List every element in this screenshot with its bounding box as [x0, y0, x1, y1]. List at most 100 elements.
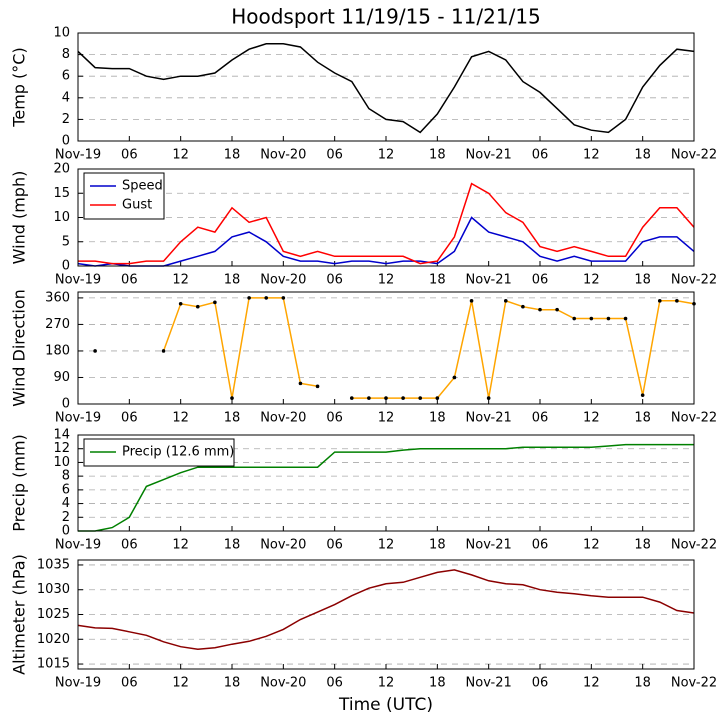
y-tick-label: 6 — [62, 69, 70, 84]
y-tick-label: 1020 — [37, 632, 70, 647]
x-tick-label: 12 — [172, 411, 189, 426]
x-tick-label: 06 — [532, 676, 549, 691]
y-tick-label: 5 — [62, 234, 70, 249]
x-tick-label: 18 — [634, 148, 651, 163]
x-tick-label: 06 — [121, 411, 138, 426]
x-tick-label: 06 — [326, 538, 343, 553]
x-tick-label: 06 — [532, 411, 549, 426]
x-tick-label: 18 — [224, 676, 241, 691]
x-tick-label: 12 — [172, 676, 189, 691]
data-point — [521, 304, 525, 309]
y-axis-label: Temp (°C) — [10, 47, 29, 127]
x-tick-label: Nov-22 — [671, 538, 717, 553]
x-tick-label: 12 — [378, 411, 395, 426]
x-tick-label: Nov-21 — [466, 148, 512, 163]
x-tick-label: 18 — [429, 676, 446, 691]
x-tick-label: 12 — [172, 538, 189, 553]
data-point — [195, 304, 200, 309]
x-tick-label: Nov-20 — [260, 148, 306, 163]
x-tick-label: Nov-21 — [466, 411, 512, 426]
x-tick-label: 06 — [121, 538, 138, 553]
y-tick-label: 1025 — [37, 607, 70, 622]
data-point — [315, 384, 320, 389]
x-tick-label: 12 — [378, 148, 395, 163]
data-point — [247, 296, 251, 300]
legend-box — [83, 172, 165, 220]
data-point — [349, 396, 354, 400]
data-point — [589, 316, 594, 321]
x-tick-label: 12 — [172, 148, 189, 163]
data-point — [230, 396, 234, 400]
x-tick-label: 12 — [583, 273, 600, 288]
x-tick-label: 18 — [429, 148, 446, 163]
x-tick-label: 18 — [224, 273, 241, 288]
y-tick-label: 4 — [62, 90, 70, 105]
x-tick-label: Nov-20 — [260, 538, 306, 553]
y-axis-label: Precip (mm) — [10, 434, 29, 532]
data-line — [78, 182, 695, 265]
data-point — [452, 375, 457, 380]
x-tick-label: 06 — [532, 273, 549, 288]
x-tick-label: 12 — [583, 411, 600, 426]
data-point — [213, 300, 217, 305]
y-tick-label: 2 — [62, 510, 70, 525]
x-tick-label: Nov-19 — [55, 148, 101, 163]
y-tick-label: 1035 — [37, 557, 70, 572]
y-tick-label: 10 — [53, 26, 70, 41]
x-tick-label: Nov-21 — [466, 273, 512, 288]
data-point — [178, 301, 183, 306]
x-tick-label: 12 — [172, 273, 189, 288]
data-line — [77, 569, 695, 650]
x-tick-label: 06 — [326, 273, 343, 288]
plot-frame — [77, 168, 695, 267]
x-axis-label: Time (UTC) — [338, 695, 433, 715]
x-tick-label: 12 — [378, 273, 395, 288]
data-line — [77, 43, 695, 134]
data-point — [606, 316, 611, 321]
x-tick-label: 06 — [326, 148, 343, 163]
data-point — [161, 349, 166, 353]
x-tick-label: 18 — [429, 411, 446, 426]
data-point — [264, 296, 269, 300]
y-tick-label: 1015 — [37, 657, 70, 672]
x-tick-label: 18 — [224, 148, 241, 163]
y-tick-label: 90 — [53, 370, 70, 385]
y-axis-label: Wind (mph) — [10, 171, 29, 265]
y-tick-label: 0 — [62, 397, 70, 412]
y-tick-label: 360 — [45, 290, 70, 305]
x-tick-label: 12 — [378, 676, 395, 691]
y-axis-label: Wind Direction — [10, 289, 29, 407]
data-point — [418, 396, 423, 400]
x-tick-label: 06 — [532, 538, 549, 553]
data-point — [469, 299, 474, 303]
y-tick-label: 180 — [45, 343, 70, 358]
x-tick-label: 18 — [224, 538, 241, 553]
y-tick-label: 12 — [53, 441, 70, 456]
data-point — [503, 299, 508, 303]
x-tick-label: Nov-20 — [260, 273, 306, 288]
plot-frame — [77, 291, 695, 405]
plot-frame — [77, 32, 695, 142]
legend-label: Precip (12.6 mm) — [122, 445, 234, 460]
data-point — [435, 396, 440, 400]
data-point — [281, 296, 286, 300]
y-tick-label: 270 — [45, 317, 70, 332]
x-tick-label: Nov-19 — [55, 411, 101, 426]
x-tick-label: 06 — [121, 273, 138, 288]
x-tick-label: Nov-21 — [466, 538, 512, 553]
plot-frame — [77, 559, 695, 670]
x-tick-label: 06 — [121, 676, 138, 691]
y-tick-label: 6 — [62, 482, 70, 497]
y-tick-label: 8 — [62, 47, 70, 62]
x-tick-label: 06 — [121, 148, 138, 163]
data-point — [623, 316, 628, 321]
x-tick-label: Nov-19 — [55, 273, 101, 288]
x-tick-label: Nov-22 — [671, 148, 717, 163]
y-tick-label: 8 — [62, 469, 70, 484]
x-tick-label: Nov-19 — [55, 676, 101, 691]
x-tick-label: 18 — [429, 273, 446, 288]
x-tick-label: 12 — [378, 538, 395, 553]
y-tick-label: 0 — [62, 134, 70, 149]
x-tick-label: Nov-20 — [260, 676, 306, 691]
x-tick-label: 12 — [583, 538, 600, 553]
